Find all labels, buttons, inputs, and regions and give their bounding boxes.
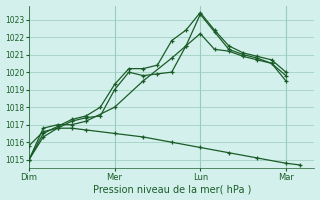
X-axis label: Pression niveau de la mer( hPa ): Pression niveau de la mer( hPa ) — [92, 184, 251, 194]
